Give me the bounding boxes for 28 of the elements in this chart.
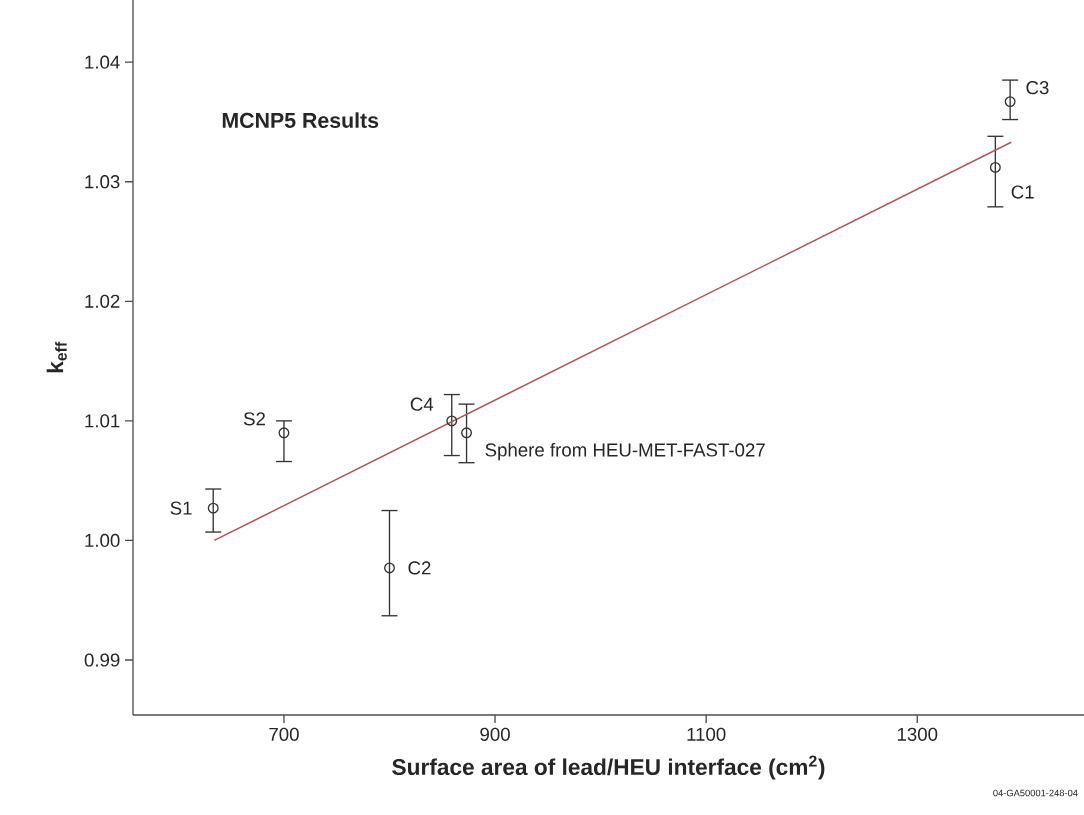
annotation: Sphere from HEU-MET-FAST-027 (485, 442, 765, 461)
text: 04-GA50001-248-04 (993, 789, 1078, 797)
point (446, 415, 458, 427)
x-tick-label: 900 (480, 727, 510, 741)
annotation: S1 (170, 501, 192, 515)
point (207, 502, 219, 514)
x-tick-label: 700 (269, 727, 299, 741)
y-tick-label: 1.01 (85, 414, 120, 428)
annotation: C4 (410, 397, 434, 411)
x-axis-title: Surface area of lead/HEU interface (cm$^{2}$) (392, 755, 825, 780)
annotation: C2 (408, 561, 431, 575)
y-tick-label: 0.99 (84, 653, 120, 667)
y-tick-label: 1.03 (85, 175, 120, 189)
y-tick-label: 1.00 (85, 533, 120, 548)
point (461, 427, 473, 439)
x-tick-label: 1300 (897, 727, 938, 741)
text: MCNP5 Results (222, 112, 379, 128)
point (1004, 96, 1016, 108)
y-axis-title: k$_{eff}$ (46, 341, 67, 373)
point (989, 161, 1001, 173)
point (278, 427, 290, 439)
point (384, 562, 395, 574)
annotation: C1 (1011, 185, 1034, 199)
y-tick-label: 1.04 (85, 55, 120, 69)
y-tick-label: 1.02 (85, 294, 120, 308)
annotation: S2 (243, 412, 265, 426)
x-tick-label: 1100 (687, 727, 726, 741)
annotation: C3 (1026, 81, 1049, 95)
